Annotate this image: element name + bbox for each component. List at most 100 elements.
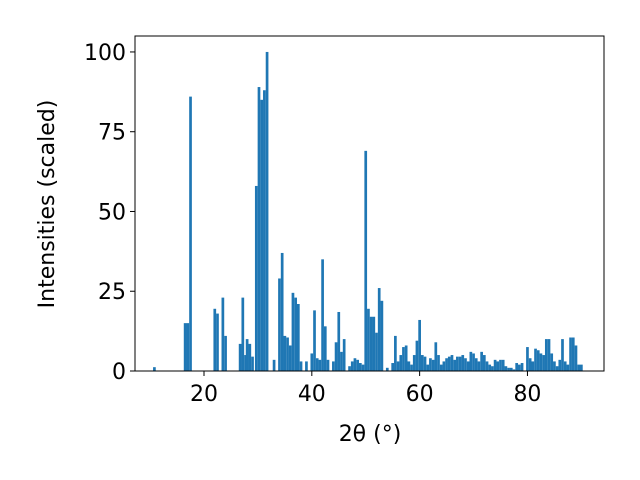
bar: [412, 355, 416, 371]
bar: [507, 367, 510, 371]
bar: [369, 316, 373, 371]
x-axis-label: 2θ (°): [339, 422, 402, 447]
bar: [420, 355, 424, 371]
bar: [356, 359, 359, 371]
bar: [518, 364, 521, 371]
bar: [257, 87, 261, 372]
bar: [496, 361, 500, 371]
bar: [544, 339, 548, 371]
y-tick-label: 25: [98, 280, 126, 305]
bar: [520, 363, 524, 371]
bar: [555, 366, 559, 371]
bar: [364, 150, 368, 371]
bar: [431, 359, 435, 371]
y-tick-label: 50: [98, 200, 126, 225]
bar: [224, 335, 227, 371]
bar: [429, 358, 432, 371]
bar: [221, 297, 225, 371]
bar: [213, 308, 217, 371]
bar: [469, 351, 473, 371]
bar: [434, 342, 438, 371]
bar: [348, 366, 351, 371]
bar: [577, 364, 581, 371]
bar: [153, 367, 156, 371]
x-tick-label: 60: [406, 382, 434, 407]
bar: [439, 364, 443, 371]
bar: [350, 361, 354, 371]
bar: [563, 361, 567, 371]
bar: [499, 359, 502, 371]
bar: [189, 96, 192, 371]
bar: [263, 90, 266, 371]
bar: [561, 339, 564, 371]
bar: [528, 358, 532, 371]
bar: [244, 355, 247, 371]
bar: [286, 337, 289, 371]
bar: [318, 359, 322, 371]
bar: [445, 358, 448, 371]
bar: [558, 359, 562, 371]
bar: [512, 369, 516, 371]
bar: [542, 355, 545, 371]
bar: [361, 364, 365, 371]
bar: [423, 356, 427, 371]
bar: [491, 366, 494, 371]
bar: [418, 319, 421, 371]
bar: [321, 259, 324, 371]
bar: [334, 342, 338, 371]
bar: [580, 364, 583, 371]
bar: [539, 353, 543, 371]
bar: [183, 323, 187, 371]
bar: [265, 51, 269, 371]
bar: [501, 359, 505, 371]
x-tick-label: 20: [190, 382, 218, 407]
bar: [571, 337, 575, 371]
bar: [299, 361, 303, 371]
bar: [272, 359, 276, 371]
bar: [251, 356, 254, 371]
bar: [394, 335, 397, 371]
bar: [569, 337, 572, 371]
bar: [553, 361, 556, 371]
bar: [402, 347, 405, 371]
bar: [396, 361, 400, 371]
bar: [254, 185, 258, 371]
bar: [367, 308, 370, 371]
bar: [372, 316, 376, 371]
bar: [526, 347, 529, 371]
bar: [515, 363, 519, 371]
bar: [294, 297, 297, 371]
y-tick-label: 0: [112, 360, 126, 385]
bar: [340, 351, 343, 371]
bar: [241, 297, 245, 371]
bar: [404, 345, 408, 371]
bar: [296, 304, 300, 371]
bar: [550, 353, 554, 371]
bar: [283, 335, 287, 371]
bar: [332, 361, 335, 371]
bar: [437, 355, 440, 371]
bar: [493, 359, 497, 371]
bar: [488, 364, 492, 371]
bar: [216, 313, 219, 371]
y-axis-label: Intensities (scaled): [35, 100, 60, 309]
bar: [485, 361, 489, 371]
bar: [380, 300, 384, 371]
bar: [358, 363, 362, 371]
bar: [342, 339, 346, 371]
bar: [385, 367, 389, 371]
bar: [456, 356, 459, 371]
plot-frame: [134, 35, 605, 372]
bar: [323, 326, 327, 371]
bar: [288, 345, 292, 371]
bar: [574, 345, 578, 371]
x-tick-label: 40: [298, 382, 326, 407]
bar: [245, 339, 249, 371]
bar: [377, 288, 381, 371]
bar: [534, 348, 537, 371]
bar: [407, 361, 411, 371]
bar: [458, 356, 462, 371]
bar: [447, 356, 451, 371]
bar: [248, 343, 252, 371]
bar: [278, 278, 281, 371]
